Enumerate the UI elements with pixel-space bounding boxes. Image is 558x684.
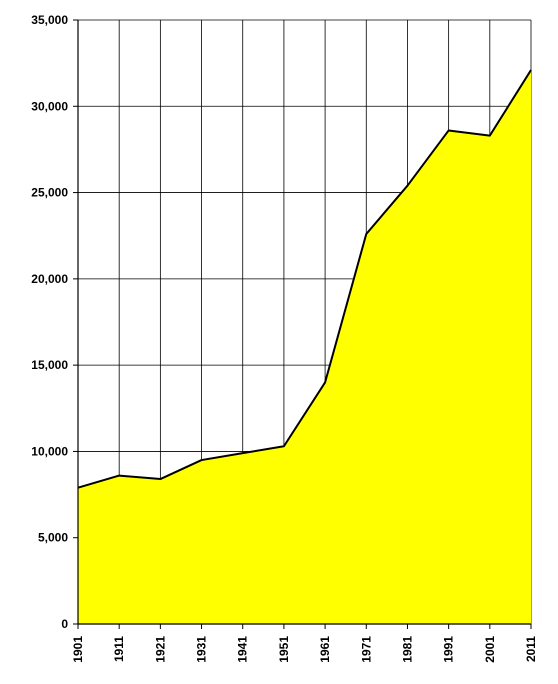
y-tick-label: 30,000 xyxy=(31,99,68,113)
x-tick-labels: 1901 1911 1921 1931 1941 1951 1961 1971 1981 1991… xyxy=(71,636,538,663)
y-tick-label: 25,000 xyxy=(31,186,68,200)
x-tick-label: 1901 xyxy=(71,636,85,663)
x-tick-label: 1951 xyxy=(277,636,291,663)
x-tick-label: 1941 xyxy=(236,636,250,663)
x-tick-label: 1981 xyxy=(400,636,414,663)
x-tick-label: 2001 xyxy=(483,636,497,663)
x-tick-label: 1991 xyxy=(442,636,456,663)
series-line xyxy=(77,69,532,489)
x-tick-label: 1971 xyxy=(359,636,373,663)
y-tick-label: 15,000 xyxy=(31,358,68,372)
y-tick-label: 10,000 xyxy=(31,444,68,458)
area-fill xyxy=(78,70,531,624)
x-tick-label: 2011 xyxy=(524,636,538,662)
y-tick-label: 0 xyxy=(61,617,68,631)
x-tick-label: 1921 xyxy=(153,636,167,663)
y-tick-label: 5,000 xyxy=(38,531,68,545)
x-tick-label: 1911 xyxy=(112,636,126,662)
plot-area xyxy=(77,69,532,624)
x-tick-label: 1931 xyxy=(195,636,209,663)
y-tick-label: 20,000 xyxy=(31,272,68,286)
y-tick-label: 35,000 xyxy=(31,13,68,27)
x-tick-label: 1961 xyxy=(318,636,332,663)
y-tick-labels: 0 5,000 10,000 15,000 20,000 25,000 30,000 35,0… xyxy=(31,13,68,631)
axes xyxy=(73,19,532,629)
